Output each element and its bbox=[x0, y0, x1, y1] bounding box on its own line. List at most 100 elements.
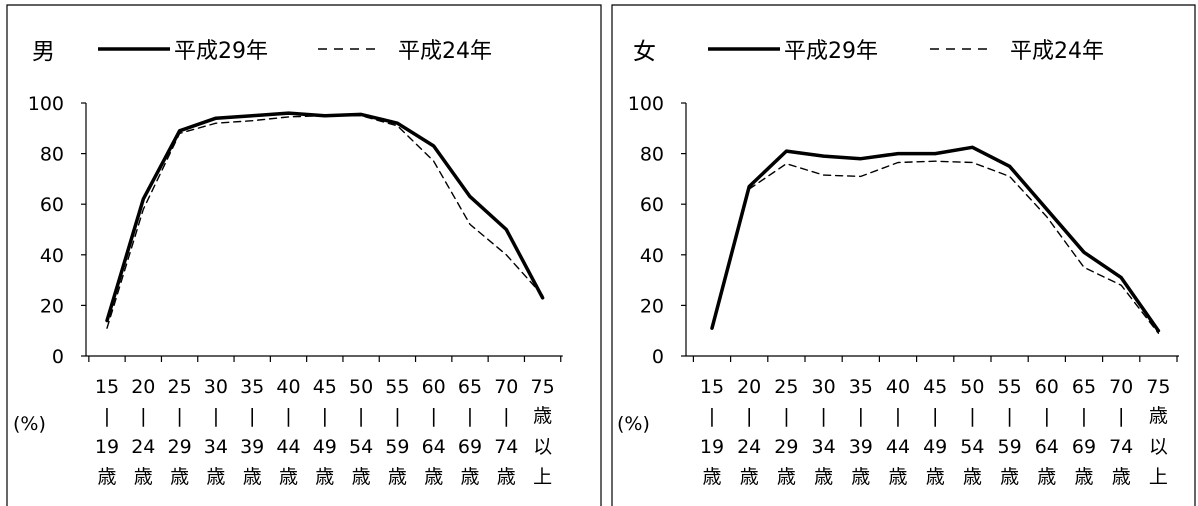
y-tick-label: 60 bbox=[40, 194, 64, 216]
x-tick-label: 74 bbox=[1109, 436, 1133, 458]
legend-label-1: 平成24年 bbox=[398, 39, 492, 64]
x-tick-label: 49 bbox=[923, 436, 947, 458]
x-tick-label: 歳 bbox=[170, 466, 189, 488]
x-tick-label: 歳 bbox=[206, 466, 225, 488]
y-tick-label: 0 bbox=[52, 346, 64, 368]
x-tick-label: 70 bbox=[494, 376, 518, 398]
x-tick-label: 34 bbox=[204, 436, 228, 458]
series-line-0 bbox=[710, 145, 1161, 333]
series-line-0 bbox=[105, 111, 545, 323]
x-tick-label: | bbox=[1081, 405, 1087, 427]
y-tick-label: 100 bbox=[28, 93, 64, 115]
y-tick-label: 80 bbox=[640, 144, 664, 166]
x-tick-label: 44 bbox=[886, 436, 910, 458]
x-tick-label: 歳 bbox=[424, 466, 443, 488]
x-tick-label: 50 bbox=[349, 376, 373, 398]
x-tick-label: | bbox=[140, 405, 146, 427]
x-tick-label: 35 bbox=[240, 376, 264, 398]
x-tick-label: | bbox=[895, 405, 901, 427]
x-tick-label: 50 bbox=[960, 376, 984, 398]
y-tick-label: 20 bbox=[640, 295, 664, 317]
y-tick-label: 40 bbox=[640, 245, 664, 267]
x-tick-label: 歳 bbox=[851, 466, 870, 488]
legend-label-0: 平成29年 bbox=[784, 39, 878, 64]
x-tick-label: 24 bbox=[131, 436, 155, 458]
x-tick-label: | bbox=[249, 405, 255, 427]
x-tick-label: 24 bbox=[737, 436, 761, 458]
x-tick-label: 歳 bbox=[1112, 466, 1131, 488]
x-tick-label: 歳 bbox=[702, 466, 721, 488]
x-tick-label: 54 bbox=[960, 436, 984, 458]
x-tick-label: 35 bbox=[849, 376, 873, 398]
x-tick-label: 65 bbox=[1072, 376, 1096, 398]
x-tick-label: 以 bbox=[533, 436, 552, 458]
x-tick-label: 59 bbox=[385, 436, 409, 458]
x-tick-label: | bbox=[820, 405, 826, 427]
x-tick-label: 25 bbox=[168, 376, 192, 398]
x-tick-label: 65 bbox=[458, 376, 482, 398]
x-tick-label: 歳 bbox=[352, 466, 371, 488]
x-tick-label: 歳 bbox=[460, 466, 479, 488]
x-tick-label: 40 bbox=[276, 376, 300, 398]
x-tick-label: 69 bbox=[458, 436, 482, 458]
y-tick-label: 40 bbox=[40, 245, 64, 267]
x-tick-label: 29 bbox=[774, 436, 798, 458]
chart-panel-men: 男 平成29年 平成24年 0 20 40 60 80 100 15 | 19 歳 20 | 24 歳 25 | 29… bbox=[6, 4, 602, 506]
x-tick-label: 70 bbox=[1109, 376, 1133, 398]
x-tick-label: | bbox=[783, 405, 789, 427]
legend-label-1: 平成24年 bbox=[1010, 39, 1104, 64]
x-tick-label: 歳 bbox=[777, 466, 796, 488]
y-tick-label: 60 bbox=[640, 194, 664, 216]
x-tick-label: 25 bbox=[774, 376, 798, 398]
x-tick-label: 19 bbox=[700, 436, 724, 458]
x-tick-label: 49 bbox=[313, 436, 337, 458]
x-tick-label: | bbox=[358, 405, 364, 427]
x-tick-label: 歳 bbox=[814, 466, 833, 488]
x-tick-label: 75 bbox=[531, 376, 555, 398]
x-tick-label: 60 bbox=[422, 376, 446, 398]
x-tick-label: 69 bbox=[1072, 436, 1096, 458]
x-tick-label: 54 bbox=[349, 436, 373, 458]
x-tick-label: 30 bbox=[812, 376, 836, 398]
panel-border bbox=[6, 4, 602, 506]
x-tick-label: 上 bbox=[1149, 466, 1168, 488]
x-tick-label: 34 bbox=[812, 436, 836, 458]
x-tick-label: | bbox=[1044, 405, 1050, 427]
y-tick-label: 0 bbox=[652, 346, 664, 368]
legend-label-0: 平成29年 bbox=[174, 39, 268, 64]
x-tick-label: 39 bbox=[849, 436, 873, 458]
chart-panel-women: 女 平成29年 平成24年 0 20 40 60 80 100 15 | 19 歳 20 | 24 歳 25 | 29… bbox=[611, 4, 1196, 506]
x-tick-label: 29 bbox=[168, 436, 192, 458]
x-tick-label: 歳 bbox=[1074, 466, 1093, 488]
y-tick-label: 100 bbox=[628, 93, 664, 115]
x-tick-label: | bbox=[932, 405, 938, 427]
x-tick-label: 以 bbox=[1149, 436, 1168, 458]
x-tick-label: 59 bbox=[998, 436, 1022, 458]
y-tick-label: 20 bbox=[40, 295, 64, 317]
x-tick-label: 歳 bbox=[1000, 466, 1019, 488]
y-unit-label: (%) bbox=[617, 413, 650, 435]
x-tick-label: 歳 bbox=[926, 466, 945, 488]
x-tick-label: 歳 bbox=[1037, 466, 1056, 488]
x-tick-label: 歳 bbox=[888, 466, 907, 488]
x-tick-label: | bbox=[430, 405, 436, 427]
x-tick-label: 74 bbox=[494, 436, 518, 458]
x-tick-label: 歳 bbox=[279, 466, 298, 488]
x-tick-label: 64 bbox=[1035, 436, 1059, 458]
x-tick-label: 15 bbox=[700, 376, 724, 398]
x-tick-label: 20 bbox=[131, 376, 155, 398]
x-tick-label: 15 bbox=[95, 376, 119, 398]
x-tick-label: 歳 bbox=[963, 466, 982, 488]
x-tick-label: | bbox=[1006, 405, 1012, 427]
x-tick-label: | bbox=[104, 405, 110, 427]
x-tick-label: | bbox=[467, 405, 473, 427]
x-tick-label: | bbox=[322, 405, 328, 427]
x-tick-label: 歳 bbox=[97, 466, 116, 488]
x-tick-label: | bbox=[394, 405, 400, 427]
x-tick-label: 45 bbox=[313, 376, 337, 398]
x-tick-label: 19 bbox=[95, 436, 119, 458]
x-tick-label: 75 bbox=[1146, 376, 1170, 398]
x-tick-label: 55 bbox=[385, 376, 409, 398]
x-tick-label: 歳 bbox=[243, 466, 262, 488]
